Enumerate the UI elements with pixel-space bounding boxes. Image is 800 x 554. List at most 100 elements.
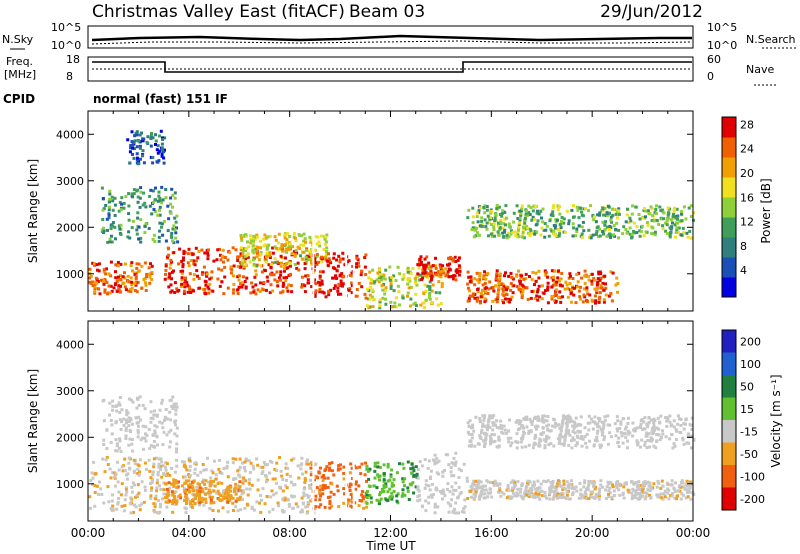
heatmap-cell	[562, 221, 566, 225]
heatmap-cell	[116, 500, 120, 504]
heatmap-cell	[424, 509, 428, 513]
heatmap-cell	[151, 417, 155, 421]
heatmap-cell	[171, 193, 175, 197]
heatmap-cell	[401, 294, 405, 298]
heatmap-cell	[502, 283, 505, 287]
heatmap-cell	[424, 499, 428, 503]
heatmap-cell	[668, 420, 672, 424]
heatmap-cell	[578, 295, 582, 299]
heatmap-cell	[490, 234, 494, 238]
heatmap-cell	[111, 471, 115, 475]
heatmap-cell	[118, 403, 122, 407]
heatmap-cell	[220, 254, 224, 258]
heatmap-cell	[509, 481, 513, 485]
heatmap-cell	[408, 279, 412, 283]
heatmap-cell	[261, 465, 265, 469]
heatmap-cell	[173, 281, 177, 285]
heatmap-cell	[418, 278, 422, 282]
heatmap-cell	[188, 485, 192, 489]
heatmap-cell	[610, 299, 614, 303]
heatmap-cell	[142, 191, 146, 195]
heatmap-cell	[626, 429, 630, 433]
heatmap-cell	[268, 253, 272, 257]
heatmap-cell	[350, 274, 354, 278]
heatmap-cell	[161, 150, 165, 154]
heatmap-cell	[584, 275, 588, 278]
heatmap-cell	[168, 410, 172, 414]
heatmap-cell	[242, 476, 245, 480]
heatmap-cell	[649, 487, 653, 491]
heatmap-cell	[488, 425, 492, 429]
heatmap-cell	[251, 244, 255, 248]
heatmap-cell	[90, 471, 94, 475]
heatmap-cell	[501, 289, 505, 293]
heatmap-cell	[686, 434, 690, 438]
heatmap-cell	[471, 206, 475, 210]
heatmap-cell	[187, 285, 191, 289]
heatmap-cell	[599, 276, 603, 280]
heatmap-cell	[179, 269, 183, 273]
heatmap-cell	[634, 488, 638, 492]
x-tick-label: 12:00	[373, 526, 408, 540]
heatmap-cell	[421, 301, 425, 305]
heatmap-cell	[478, 435, 482, 439]
heatmap-cell	[279, 273, 283, 277]
heatmap-cell	[265, 495, 269, 498]
heatmap-cell	[598, 278, 602, 282]
heatmap-cell	[505, 488, 509, 492]
heatmap-cell	[303, 290, 307, 294]
heatmap-cell	[448, 490, 452, 494]
heatmap-cell	[485, 479, 489, 483]
heatmap-cell	[488, 414, 492, 418]
noise-panel	[87, 25, 694, 49]
noise-tick-top-left: 10^5	[51, 21, 81, 34]
heatmap-cell	[325, 233, 329, 237]
heatmap-cell	[242, 265, 246, 269]
heatmap-cell	[287, 504, 291, 508]
heatmap-cell	[194, 259, 198, 263]
heatmap-cell	[475, 299, 479, 303]
heatmap-cell	[664, 221, 668, 225]
heatmap-cell	[175, 450, 178, 454]
heatmap-cell	[251, 248, 255, 252]
heatmap-cell	[252, 236, 256, 240]
heatmap-cell	[470, 228, 474, 231]
heatmap-cell	[552, 417, 556, 421]
heatmap-cell	[416, 468, 420, 472]
heatmap-cell	[189, 259, 193, 262]
heatmap-cell	[428, 288, 432, 292]
heatmap-cell	[576, 280, 580, 284]
heatmap-cell	[650, 219, 654, 222]
heatmap-cell	[444, 274, 448, 278]
heatmap-cell	[115, 507, 119, 511]
heatmap-cell	[602, 213, 606, 217]
heatmap-cell	[523, 492, 527, 495]
heatmap-cell	[422, 292, 426, 296]
heatmap-cell	[171, 239, 175, 243]
heatmap-cell	[92, 460, 96, 464]
heatmap-cell	[281, 284, 285, 288]
heatmap-cell	[556, 208, 560, 212]
heatmap-cell	[137, 403, 141, 407]
heatmap-cell	[434, 291, 438, 295]
heatmap-cell	[527, 231, 530, 235]
heatmap-cell	[355, 256, 359, 260]
heatmap-cell	[528, 493, 531, 496]
heatmap-cell	[215, 258, 219, 262]
heatmap-cell	[558, 223, 562, 227]
heatmap-cell	[270, 460, 274, 464]
heatmap-cell	[263, 502, 267, 506]
power-colorbar-tick-label: 8	[740, 240, 747, 253]
heatmap-cell	[507, 222, 511, 226]
heatmap-cell	[686, 488, 690, 492]
heatmap-cell	[303, 237, 307, 241]
heatmap-cell	[666, 217, 670, 221]
heatmap-cell	[470, 486, 474, 490]
heatmap-cell	[545, 434, 549, 438]
heatmap-cell	[574, 485, 578, 489]
heatmap-cell	[511, 479, 515, 483]
heatmap-cell	[684, 496, 688, 500]
heatmap-cell	[521, 434, 525, 438]
heatmap-cell	[301, 472, 304, 476]
heatmap-cell	[597, 272, 601, 276]
